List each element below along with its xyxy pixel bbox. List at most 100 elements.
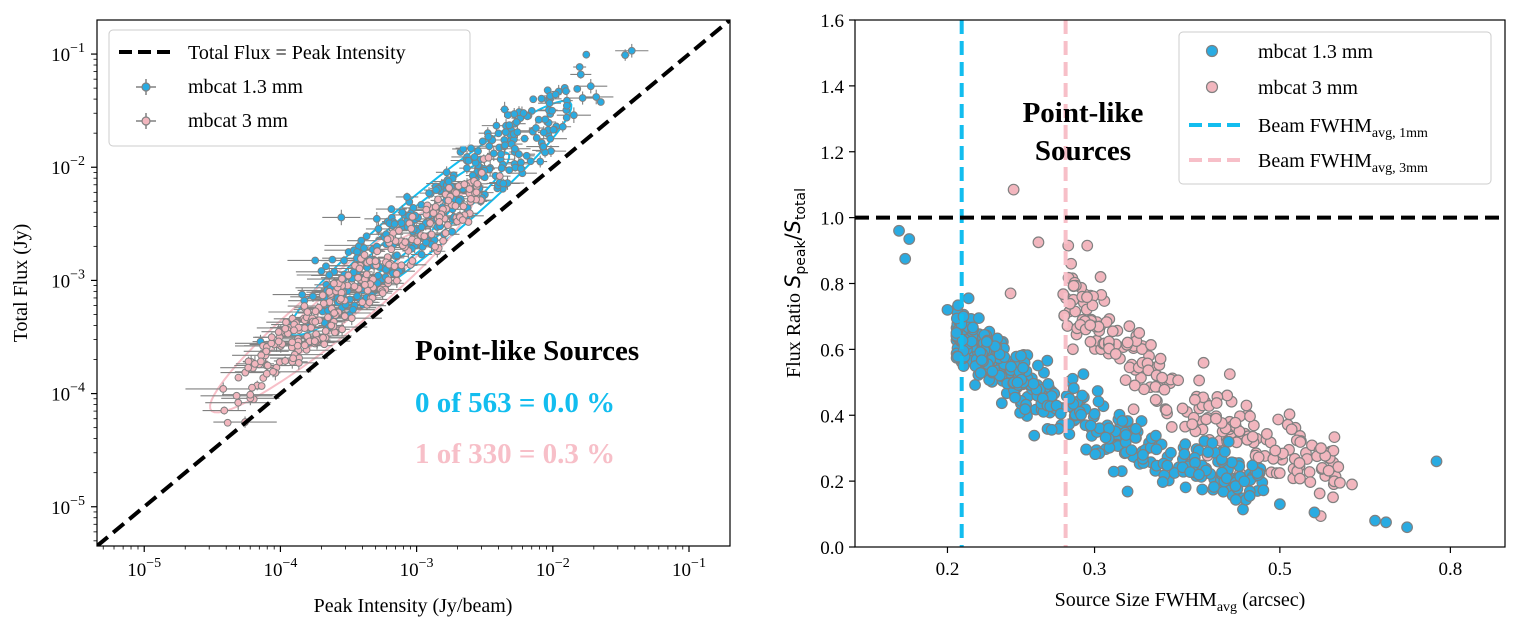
data-point-3mm: [289, 354, 298, 363]
data-point-1mm: [1164, 446, 1177, 459]
data-point-3mm: [1127, 403, 1140, 416]
data-point-1mm: [484, 132, 493, 141]
data-point-1mm: [539, 142, 548, 151]
data-point-3mm: [397, 261, 406, 270]
data-point-1mm: [1137, 448, 1149, 461]
data-point-1mm: [893, 224, 905, 237]
data-point-1mm: [317, 267, 326, 275]
data-point-1mm: [387, 205, 396, 213]
data-point-3mm: [338, 325, 346, 334]
data-point-1mm: [499, 179, 508, 188]
data-point-1mm: [1045, 423, 1058, 436]
data-point-1mm: [1130, 422, 1142, 435]
data-point-3mm: [458, 216, 467, 224]
data-point-1mm: [1067, 382, 1080, 395]
data-point-3mm: [300, 302, 309, 310]
data-point-1mm: [462, 164, 471, 173]
data-point-3mm: [220, 406, 229, 415]
data-point-1mm: [546, 134, 555, 143]
data-point-1mm: [442, 168, 451, 177]
data-point-1mm: [397, 219, 406, 228]
data-point-3mm: [256, 357, 265, 366]
data-point-3mm: [1210, 412, 1222, 425]
data-point-1mm: [505, 121, 514, 130]
data-point-1mm: [1202, 446, 1214, 459]
data-point-1mm: [621, 51, 630, 59]
data-point-3mm: [472, 188, 481, 197]
legend-beam3-label: Beam FWHMavg, 3mm: [1258, 150, 1428, 176]
data-point-3mm: [1293, 457, 1306, 469]
data-point-1mm: [464, 156, 473, 165]
left-y-axis-label: Total Flux (Jy): [10, 224, 32, 343]
legend-beam1-label: Beam FWHMavg, 1mm: [1258, 115, 1428, 141]
legend-3mm-label: mbcat 3 mm: [188, 110, 288, 132]
data-point-1mm: [1161, 459, 1174, 472]
data-point-3mm: [1240, 399, 1253, 412]
data-point-1mm: [558, 122, 567, 131]
x-tick-label: 0.8: [1439, 559, 1463, 580]
data-point-1mm: [1120, 429, 1132, 441]
data-point-3mm: [1149, 393, 1162, 406]
data-point-3mm: [444, 196, 453, 205]
data-point-3mm: [288, 338, 297, 347]
data-point-1mm: [510, 110, 519, 118]
data-point-3mm: [1128, 379, 1141, 392]
data-point-1mm: [497, 150, 505, 159]
data-point-1mm: [1091, 385, 1104, 397]
data-point-3mm: [1193, 374, 1206, 387]
data-point-1mm: [1077, 368, 1090, 381]
data-point-1mm: [417, 250, 426, 259]
data-point-3mm: [1260, 428, 1273, 440]
data-point-1mm: [1092, 395, 1105, 408]
data-point-3mm: [330, 309, 339, 317]
data-point-1mm: [1149, 429, 1162, 442]
data-point-1mm: [517, 164, 525, 173]
data-point-3mm: [384, 276, 393, 284]
data-point-1mm: [372, 214, 381, 223]
data-point-3mm: [439, 236, 448, 245]
legend-1mm-label: mbcat 1.3 mm: [188, 76, 303, 98]
y-tick-label: 0.2: [820, 472, 844, 493]
data-point-3mm: [1221, 389, 1234, 402]
data-point-1mm: [417, 223, 426, 231]
data-point-1mm: [467, 144, 475, 153]
data-point-3mm: [344, 271, 353, 280]
data-point-1mm: [403, 193, 411, 201]
data-point-3mm: [262, 347, 271, 356]
data-point-1mm: [532, 124, 540, 132]
data-point-3mm: [383, 235, 392, 244]
data-point-1mm: [501, 128, 510, 136]
data-point-1mm: [1015, 349, 1027, 362]
data-point-1mm: [975, 354, 988, 367]
data-point-1mm: [1257, 484, 1270, 497]
x-tick-label: 10−2: [536, 556, 570, 581]
data-point-1mm: [470, 153, 479, 161]
data-point-1mm: [390, 220, 399, 228]
x-tick-label: 10−5: [127, 556, 161, 581]
left-axes-frame: [96, 19, 731, 547]
data-point-3mm: [1252, 451, 1265, 464]
data-point-1mm: [536, 157, 545, 166]
data-point-1mm: [1308, 506, 1321, 519]
data-point-3mm: [340, 312, 349, 321]
data-point-3mm: [354, 273, 362, 282]
y-tick-label: 10−2: [51, 154, 85, 179]
data-point-3mm: [246, 390, 255, 399]
data-point-3mm: [337, 294, 345, 303]
data-point-3mm: [427, 230, 436, 239]
data-point-3mm: [1067, 279, 1080, 292]
data-point-3mm: [477, 168, 486, 177]
data-point-1mm: [596, 98, 605, 106]
data-point-1mm: [1238, 475, 1251, 488]
data-point-1mm: [522, 151, 531, 160]
data-point-3mm: [1269, 444, 1282, 457]
data-point-3mm: [321, 327, 330, 335]
legend-refline-label: Total Flux = Peak Intensity: [188, 42, 406, 64]
data-point-1mm: [962, 292, 975, 305]
data-point-3mm: [324, 313, 332, 322]
right-annotation-line2: Sources: [1035, 135, 1131, 167]
data-point-3mm: [1200, 413, 1213, 426]
data-point-1mm: [950, 327, 963, 339]
data-point-1mm: [941, 303, 954, 316]
data-point-1mm: [325, 271, 334, 279]
